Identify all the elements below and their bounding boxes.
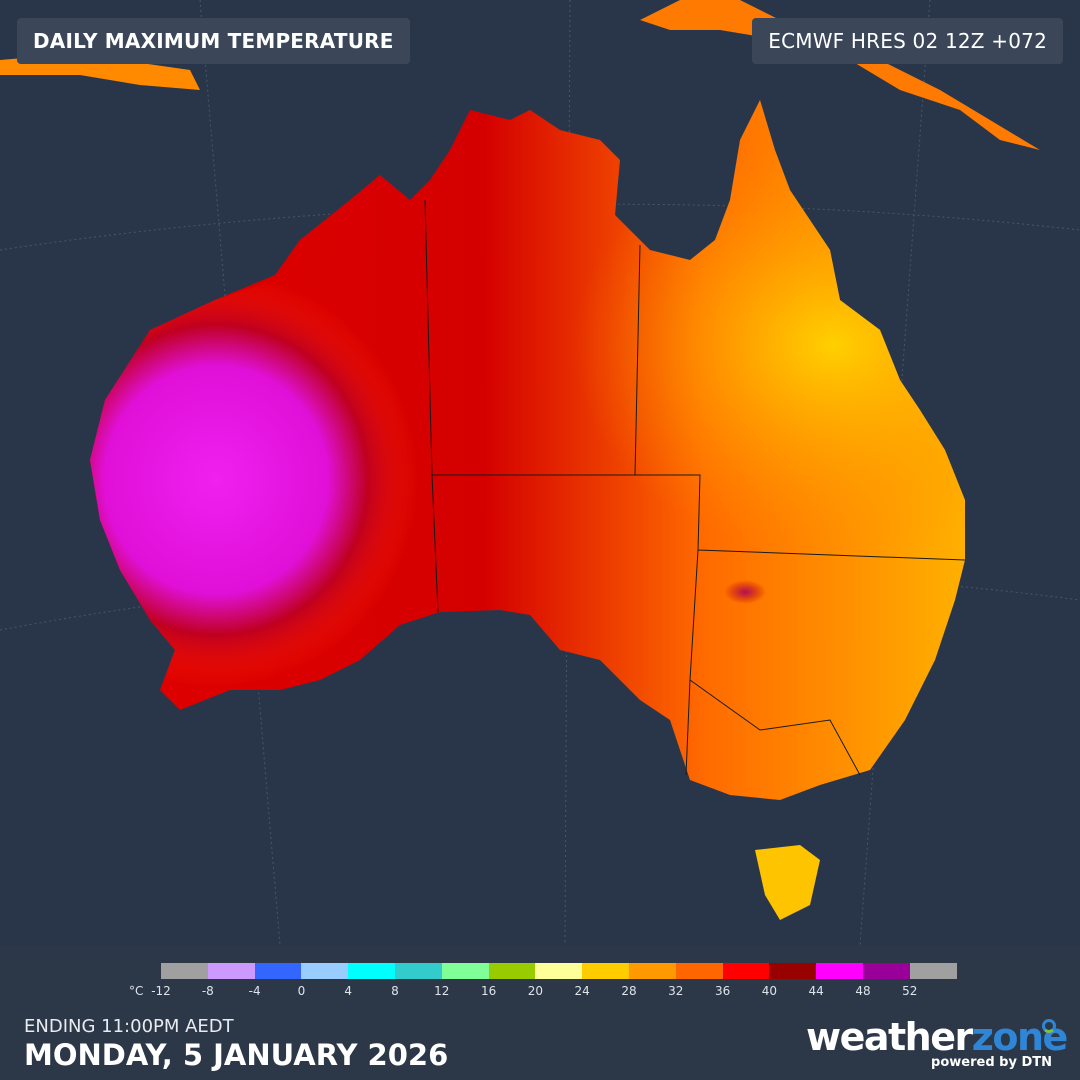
legend-tick: 44 xyxy=(808,984,824,998)
tasmania xyxy=(755,845,820,920)
legend-tick: 0 xyxy=(297,984,306,998)
legend-tick: -4 xyxy=(248,984,261,998)
legend-swatch xyxy=(207,963,255,979)
legend-tick: 20 xyxy=(527,984,544,998)
legend-swatch xyxy=(816,963,863,979)
temperature-map xyxy=(0,0,1080,945)
png-coast xyxy=(640,0,1040,150)
legend-swatch xyxy=(394,963,442,979)
legend-tick: 52 xyxy=(902,984,918,998)
legend-tick: 36 xyxy=(714,984,731,998)
legend-tick: 48 xyxy=(855,984,871,998)
legend-swatch xyxy=(441,963,489,979)
australia-landmass xyxy=(0,0,1040,920)
legend-tick: 24 xyxy=(574,984,590,998)
logo-ring-icon xyxy=(1042,1019,1056,1033)
model-run-badge: ECMWF HRES 02 12Z +072 xyxy=(752,18,1063,64)
weatherzone-logo: weatherzone powered by DTN xyxy=(806,1015,1068,1075)
logo-word-weather: weather xyxy=(806,1015,973,1059)
legend-swatch xyxy=(254,963,302,979)
logo-powered-by: powered by DTN xyxy=(931,1055,1052,1070)
legend-swatch xyxy=(161,963,208,979)
legend-tick: 40 xyxy=(761,984,778,998)
legend-tick: -12 xyxy=(151,984,171,998)
legend-swatch xyxy=(301,963,349,979)
legend-swatch xyxy=(769,963,817,979)
legend-swatch xyxy=(348,963,395,979)
legend-tick: 8 xyxy=(391,984,399,998)
legend-swatch xyxy=(675,963,723,979)
legend-unit: °C xyxy=(129,984,144,998)
legend-tick: 16 xyxy=(480,984,497,998)
legend-tick: 32 xyxy=(668,984,684,998)
map-title-badge: DAILY MAXIMUM TEMPERATURE xyxy=(17,18,410,64)
legend-swatch xyxy=(582,963,629,979)
valid-time-label: ENDING 11:00PM AEDT xyxy=(24,1016,234,1037)
legend-swatch xyxy=(488,963,536,979)
legend-tick: 28 xyxy=(621,984,637,998)
legend-swatch xyxy=(722,963,770,979)
legend-swatch xyxy=(628,963,676,979)
legend-swatch xyxy=(535,963,583,979)
legend-tick-labels: -12 -8 -4 0 4 8 12 16 20 24 28 32 36 40 44 48 52 xyxy=(120,984,1020,1004)
legend-tick: 4 xyxy=(344,984,353,998)
color-legend xyxy=(161,963,957,979)
legend-swatch xyxy=(862,963,910,979)
forecast-date: MONDAY, 5 JANUARY 2026 xyxy=(24,1038,449,1072)
legend-tick: -8 xyxy=(201,984,214,998)
state-borders xyxy=(424,199,966,776)
legend-swatch xyxy=(909,963,957,979)
legend-tick: 12 xyxy=(434,984,450,998)
